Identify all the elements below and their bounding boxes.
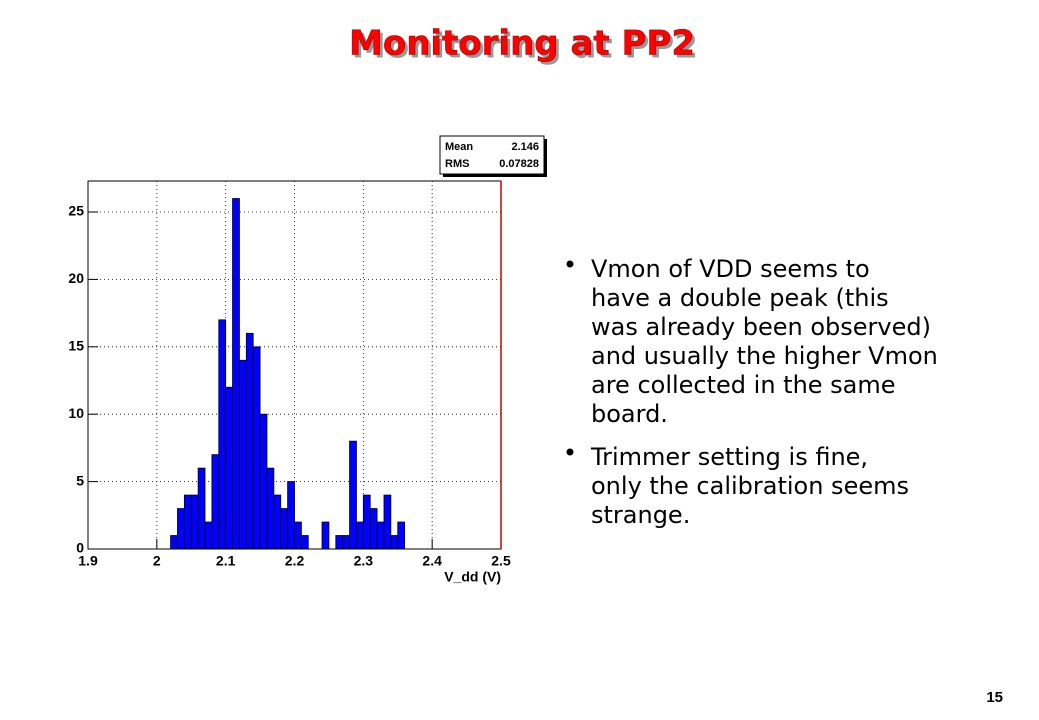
bullet-text: board. <box>591 400 668 428</box>
y-tick-label: 10 <box>68 405 84 421</box>
histogram-bar <box>362 494 371 550</box>
title-shadow: Monitoring at PP2 <box>352 27 698 67</box>
x-axis-label: V_dd (V) <box>444 569 501 585</box>
stats-box <box>439 135 545 175</box>
histogram-bar <box>190 494 199 550</box>
histogram-bar <box>287 481 295 550</box>
stats-name: Mean <box>445 141 473 153</box>
x-tick-label: 2 <box>153 553 161 569</box>
x-tick-label: 1.9 <box>78 553 98 569</box>
bullet-text: are collected in the same <box>591 371 896 399</box>
x-tick-label: 2.4 <box>422 553 442 569</box>
bullet-text: have a double peak (this <box>591 284 889 312</box>
histogram-bar <box>335 535 344 550</box>
histogram-bar <box>225 386 233 550</box>
histogram-bar <box>252 346 261 550</box>
histogram-bar <box>204 521 213 550</box>
y-tick-label: 15 <box>68 338 84 354</box>
histogram-bar <box>397 521 406 550</box>
histogram-bar <box>239 359 247 550</box>
histogram-bar <box>321 521 330 550</box>
bullet-text: only the calibration seems <box>591 472 909 500</box>
histogram-bar <box>294 521 302 550</box>
x-tick-label: 2.1 <box>216 553 236 569</box>
bullet-dot <box>566 260 574 268</box>
x-tick-label: 2.3 <box>354 553 374 569</box>
stats-name: RMS <box>445 158 469 170</box>
y-tick-label: 0 <box>76 540 84 556</box>
y-tick-label: 5 <box>76 472 84 488</box>
histogram-bar <box>349 440 357 550</box>
histogram-bar <box>183 494 192 550</box>
title: Monitoring at PP2 <box>349 24 695 64</box>
stats-value: 2.146 <box>511 141 539 153</box>
page-number: 15 <box>986 689 1003 706</box>
histogram-bar <box>390 535 399 550</box>
x-tick-label: 2.2 <box>285 553 305 569</box>
histogram-bar <box>259 413 268 550</box>
histogram-bar <box>280 508 289 550</box>
x-tick-label: 2.5 <box>491 553 511 569</box>
histogram-bar <box>177 508 185 550</box>
bullet-text: Vmon of VDD seems to <box>591 255 870 283</box>
y-tick-label: 20 <box>68 270 84 286</box>
histogram-bar <box>376 521 385 550</box>
y-tick-label: 25 <box>68 203 84 219</box>
histogram-bar <box>232 198 240 550</box>
bullet-text: Trimmer setting is fine, <box>590 443 868 471</box>
histogram-bar <box>342 535 350 550</box>
histogram-bar <box>218 319 227 550</box>
bullet-text: strange. <box>591 501 690 529</box>
histogram-bar <box>273 494 282 550</box>
histogram-bar <box>383 494 392 550</box>
histogram-bar <box>197 467 206 550</box>
histogram-bar <box>211 454 220 550</box>
stats-value: 0.07828 <box>499 158 539 170</box>
histogram-bar <box>266 467 275 550</box>
bullet-text: and usually the higher Vmon <box>591 342 938 370</box>
histogram-bar <box>300 535 309 550</box>
histogram-bar <box>245 332 254 550</box>
histogram-bar <box>369 508 378 550</box>
bullet-dot <box>566 448 574 456</box>
histogram-bar <box>170 535 178 550</box>
histogram-bar <box>356 521 364 550</box>
bullet-text: was already been observed) <box>591 313 931 341</box>
